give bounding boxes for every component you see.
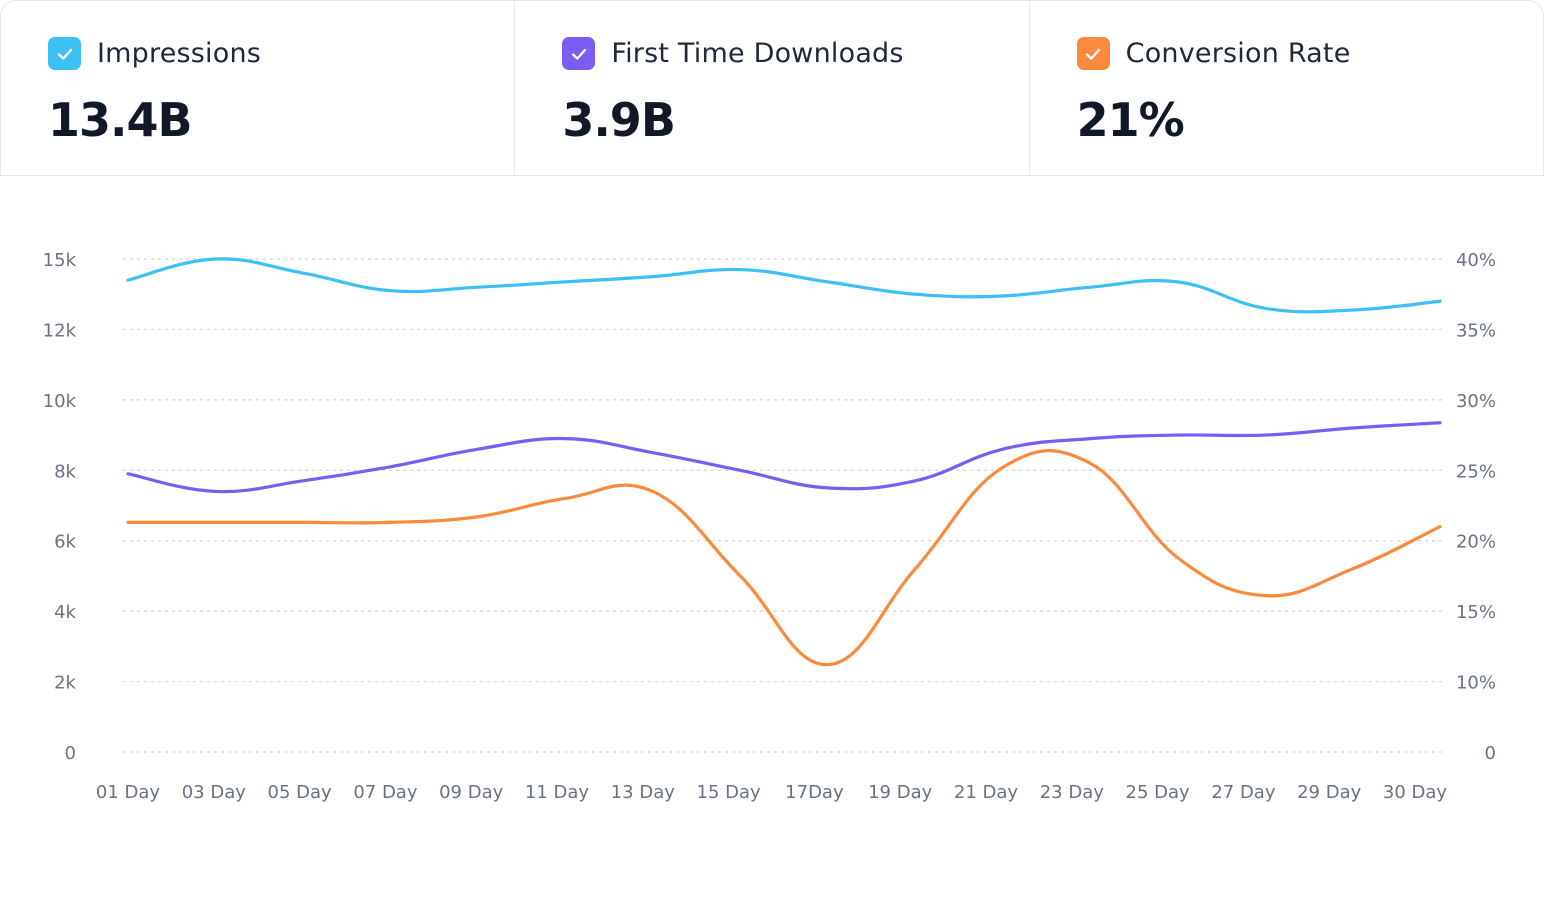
x-tick-label: 19 Day xyxy=(868,782,933,803)
series-line-first-time-downloads xyxy=(126,421,1442,494)
x-tick-label: 01 Day xyxy=(96,782,161,803)
x-tick-label: 25 Day xyxy=(1126,782,1191,803)
toggle-downloads[interactable]: First Time Downloads xyxy=(562,37,903,70)
x-tick-label: 13 Day xyxy=(611,782,676,803)
y-tick-label-left: 4k xyxy=(54,602,76,623)
toggle-impressions[interactable]: Impressions xyxy=(48,37,261,70)
y-tick-label-right: 20% xyxy=(1456,532,1496,553)
y-tick-label-right: 25% xyxy=(1456,461,1496,482)
x-tick-label: 05 Day xyxy=(268,782,333,803)
stat-label: Impressions xyxy=(97,38,262,69)
x-tick-label: 21 Day xyxy=(954,782,1019,803)
stat-value: 3.9B xyxy=(562,93,676,147)
stat-label: First Time Downloads xyxy=(611,38,904,69)
x-tick-label: 11 Day xyxy=(525,782,590,803)
series-line-impressions xyxy=(126,257,1442,314)
stat-label: Conversion Rate xyxy=(1125,38,1351,69)
y-axis-right: 0 10% 15% 20% 25% 30% 35% 40% xyxy=(1456,250,1496,764)
x-axis: 01 Day 03 Day 05 Day 07 Day 09 Day 11 Day 13 D… xyxy=(96,782,1448,803)
checkbox-icon[interactable] xyxy=(562,37,596,70)
y-tick-label-left: 6k xyxy=(54,532,76,553)
stat-value: 13.4B xyxy=(48,93,193,147)
y-tick-label-right: 15% xyxy=(1456,602,1496,623)
x-tick-label: 17Day xyxy=(785,782,844,803)
x-tick-label: 03 Day xyxy=(182,782,247,803)
x-tick-label: 09 Day xyxy=(439,782,504,803)
y-tick-label-right: 40% xyxy=(1456,250,1496,271)
y-tick-label-right: 0 xyxy=(1485,743,1496,764)
y-axis-left: 0 2k 4k 6k 8k 10k 12k 15k xyxy=(43,250,77,764)
x-tick-label: 23 Day xyxy=(1040,782,1105,803)
y-tick-label-left: 8k xyxy=(54,461,76,482)
checkbox-icon[interactable] xyxy=(1076,37,1110,70)
stats-bar: Impressions 13.4B First Time Downloads 3… xyxy=(0,0,1544,176)
stat-card-downloads: First Time Downloads 3.9B xyxy=(515,1,1030,175)
toggle-conversion[interactable]: Conversion Rate xyxy=(1076,37,1351,70)
x-tick-label: 29 Day xyxy=(1297,782,1362,803)
y-tick-label-left: 2k xyxy=(54,673,76,694)
stat-card-impressions: Impressions 13.4B xyxy=(1,1,516,175)
stat-card-conversion: Conversion Rate 21% xyxy=(1030,1,1543,175)
y-tick-label-left: 0 xyxy=(65,743,76,764)
y-tick-label-right: 10% xyxy=(1456,673,1496,694)
y-tick-label-left: 10k xyxy=(43,391,77,412)
x-tick-label: 30 Day xyxy=(1383,782,1448,803)
y-tick-label-left: 15k xyxy=(43,250,77,271)
y-tick-label-right: 35% xyxy=(1456,320,1496,341)
series-line-conversion-rate xyxy=(126,449,1442,667)
x-tick-label: 27 Day xyxy=(1211,782,1276,803)
grid-lines xyxy=(123,258,1445,753)
stat-value: 21% xyxy=(1076,93,1185,147)
checkbox-icon[interactable] xyxy=(48,37,81,70)
chart-canvas: 0 2k 4k 6k 8k 10k 12k 15k 0 10% 15% 20% 25% 30% 35% 40… xyxy=(43,250,1496,803)
y-tick-label-right: 30% xyxy=(1456,391,1496,412)
line-chart: 0 2k 4k 6k 8k 10k 12k 15k 0 10% 15% 20% 25% 30% 35% 40… xyxy=(0,176,1544,908)
x-tick-label: 07 Day xyxy=(353,782,418,803)
x-tick-label: 15 Day xyxy=(697,782,762,803)
series-lines xyxy=(126,257,1442,667)
y-tick-label-left: 12k xyxy=(43,320,77,341)
